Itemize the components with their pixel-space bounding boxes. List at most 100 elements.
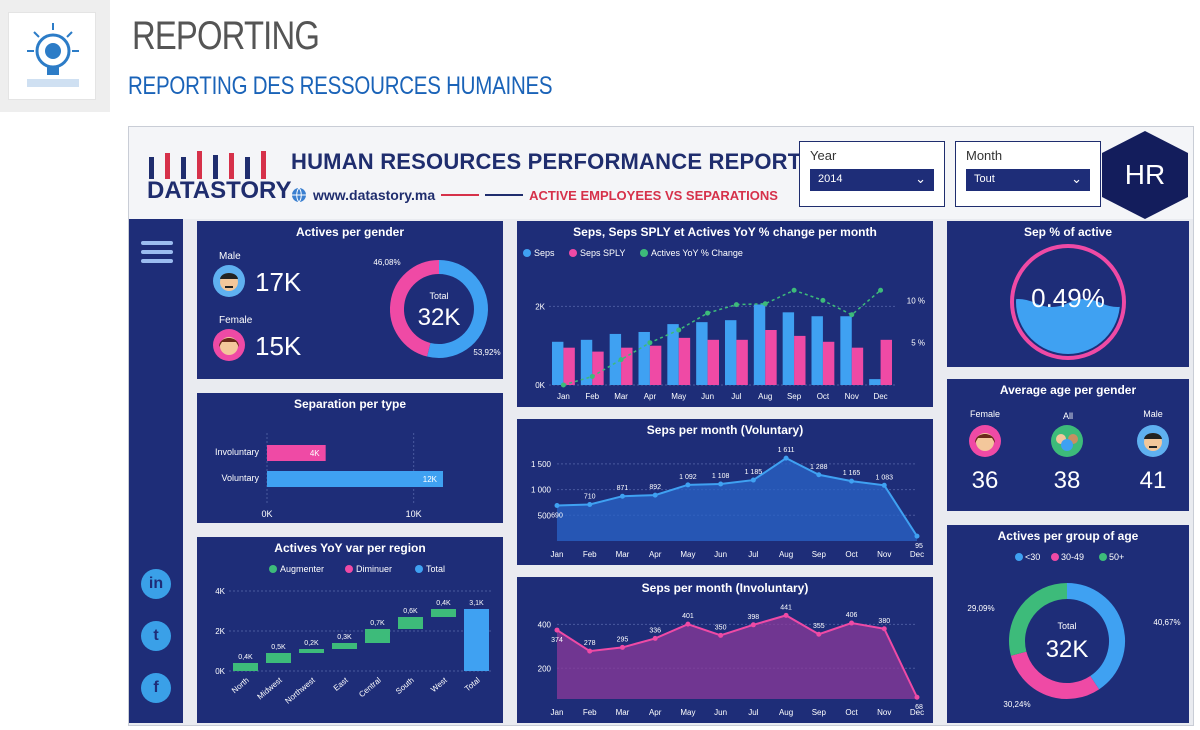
- x-tick-label: Oct: [817, 392, 830, 401]
- bar-midwest: [266, 653, 291, 663]
- legend-label: Actives YoY % Change: [651, 248, 743, 258]
- x-tick-label: Jul: [748, 550, 758, 559]
- data-label: 1 611: [778, 447, 795, 454]
- y-tick-label: 500: [538, 511, 552, 520]
- y-tick-label: 2K: [535, 302, 545, 311]
- area-line: [556, 456, 918, 537]
- data-label: 350: [715, 624, 727, 631]
- panel-title: Seps per month (Involuntary): [641, 581, 809, 595]
- data-label: 68: [915, 704, 923, 711]
- category-label: East: [332, 675, 351, 693]
- yoy-point: [647, 340, 653, 346]
- legend-marker: [415, 565, 423, 573]
- data-label: 355: [813, 623, 825, 630]
- y-tick-label: 0K: [215, 667, 225, 676]
- data-label: 398: [748, 614, 760, 621]
- x-tick-label: Aug: [779, 708, 793, 717]
- facebook-icon[interactable]: f: [141, 673, 171, 703]
- data-label: 441: [780, 604, 792, 611]
- linkedin-icon[interactable]: in: [141, 569, 171, 599]
- involuntary-area-chart: 200 400 374 Jan 278 Feb 295 Mar 336 Apr 401 May 350 J…: [538, 604, 924, 717]
- bar-seps-sply: [736, 339, 748, 385]
- category-label: Total: [463, 675, 482, 693]
- website-link[interactable]: www.datastory.ma: [313, 187, 436, 203]
- legend-marker: [569, 249, 577, 257]
- data-point: [881, 482, 887, 488]
- month-label: Month: [966, 148, 1003, 163]
- data-point: [619, 644, 625, 650]
- dashboard-header: DATASTORY HUMAN RESOURCES PERFORMANCE RE…: [129, 127, 1193, 219]
- donut-slice-male: [427, 260, 488, 358]
- avg-age-male: 41: [1139, 467, 1167, 494]
- avg-male-label: Male: [1143, 409, 1163, 419]
- x-tick-label: Dec: [910, 708, 924, 717]
- avg-all-label: All: [1062, 411, 1073, 421]
- menu-icon[interactable]: [141, 241, 173, 263]
- panel-title: Separation per type: [293, 397, 407, 411]
- avg-age-all: 38: [1053, 467, 1081, 494]
- data-label: 278: [584, 640, 596, 647]
- data-label: 892: [649, 484, 661, 491]
- bar-seps-sply: [678, 337, 691, 385]
- panel-region: Actives YoY var per region Augmenter Dimi…: [197, 537, 503, 723]
- chevron-down-icon: ⌄: [1071, 171, 1082, 186]
- panel-title: Seps, Seps SPLY et Actives YoY % change …: [573, 225, 877, 239]
- hr-badge: HR: [1102, 131, 1188, 219]
- category-label: South: [394, 676, 416, 696]
- y2-tick-label: 5 %: [911, 339, 925, 348]
- donut-center-label: Total: [1057, 621, 1076, 631]
- month-dropdown[interactable]: Tout ⌄: [966, 169, 1090, 191]
- panel-seps-voluntary: Seps per month (Voluntary) 500 1 000 1 500…: [517, 419, 933, 565]
- bar-seps: [840, 316, 852, 385]
- female-label: Female: [219, 315, 253, 326]
- bar-central: [365, 629, 390, 643]
- bar-seps: [667, 324, 679, 385]
- donut-slice: [1066, 583, 1125, 690]
- panel-title: Seps per month (Voluntary): [646, 423, 804, 437]
- twitter-icon[interactable]: t: [141, 621, 171, 651]
- x-tick-label: Apr: [649, 550, 662, 559]
- divider-blue: [485, 194, 524, 196]
- data-label: 1 108: [712, 473, 730, 480]
- yoy-point: [560, 382, 566, 388]
- panel-separation-type: Separation per type 0K 10K Involuntary 4K Vo…: [197, 393, 503, 523]
- area-fill: [557, 615, 917, 699]
- data-point: [750, 622, 756, 628]
- x-tick-label: Jan: [557, 392, 570, 401]
- donut-center-value: 32K: [1046, 636, 1089, 663]
- donut-slice-female: [390, 260, 440, 357]
- x-tick-label: Feb: [583, 550, 597, 559]
- legend-marker: [1099, 553, 1107, 561]
- bar-seps: [725, 320, 737, 385]
- avg-female-label: Female: [969, 409, 1000, 419]
- legend-marker: [1051, 553, 1059, 561]
- yoy-point: [820, 297, 826, 303]
- yoy-point: [762, 301, 768, 307]
- slice-label: 46,08%: [373, 258, 400, 267]
- bar-seps: [638, 331, 650, 385]
- year-dropdown[interactable]: 2014 ⌄: [810, 169, 934, 191]
- legend-marker: [640, 249, 648, 257]
- bar-seps-sply: [592, 351, 604, 385]
- data-point: [750, 477, 756, 483]
- legend-label: 30-49: [1061, 552, 1084, 562]
- area-line: [556, 614, 918, 698]
- data-point: [914, 694, 920, 700]
- category-label: Midwest: [256, 675, 285, 701]
- male-count: 17K: [255, 267, 302, 297]
- x-tick-label: Sep: [787, 392, 802, 401]
- category-label: Central: [357, 675, 383, 699]
- panel-actives-gender: Actives per gender Male 17K Female 15K 5…: [197, 221, 503, 379]
- data-point: [619, 493, 625, 499]
- data-point: [816, 472, 822, 478]
- data-label: 0,7K: [370, 620, 385, 627]
- url-row: www.datastory.ma ACTIVE EMPLOYEES VS SEP…: [291, 185, 778, 205]
- bar-seps-sply: [621, 347, 633, 385]
- panel-avg-age: Average age per gender Female All Male 3…: [947, 379, 1189, 511]
- data-label: 4K: [310, 449, 320, 458]
- bar-seps-sply: [851, 347, 864, 385]
- year-value: 2014: [818, 173, 843, 185]
- category-label: Voluntary: [221, 473, 259, 483]
- x-tick-label: Jan: [551, 708, 564, 717]
- datastory-logo-icon: [149, 151, 266, 179]
